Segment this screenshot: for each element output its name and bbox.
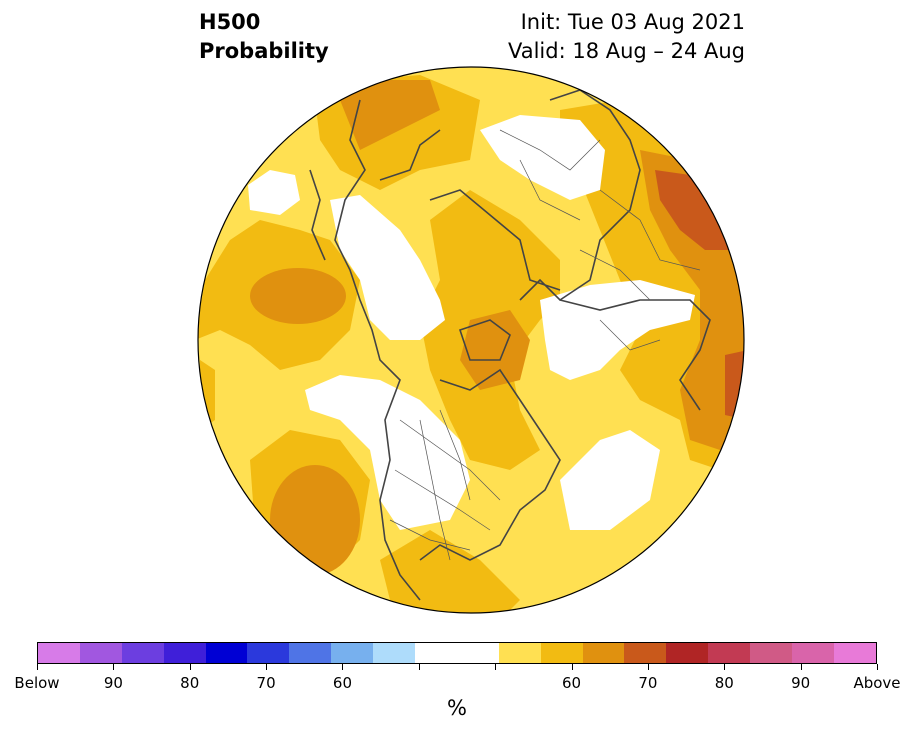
valid-date: Valid: 18 Aug – 24 Aug (507, 39, 745, 63)
colorbar-tick-label: 80 (180, 674, 200, 692)
colorbar-segment (666, 643, 709, 663)
colorbar-tick-label: 60 (561, 674, 582, 692)
colorbar-segment (289, 643, 332, 663)
colorbar-tick (571, 664, 573, 670)
political-borders (389, 129, 701, 561)
colorbar-segment (331, 643, 374, 663)
colorbar-segment (121, 643, 164, 663)
gold-area-s (380, 530, 520, 613)
colorbar-segment (498, 643, 541, 663)
colorbar-tick (113, 664, 115, 670)
neutral-area-2 (480, 115, 605, 200)
colorbar-segment (373, 643, 416, 663)
colorbar-segment (582, 643, 625, 663)
colorbar-tick-label: 60 (332, 674, 352, 692)
gold-area-far-w (200, 360, 215, 430)
orange-area-center (460, 310, 530, 390)
colorbar-segment (456, 643, 499, 663)
colorbar-tick-label: Below (14, 674, 60, 692)
colorbar-tick (342, 664, 344, 670)
variable-title: H500 (199, 10, 261, 34)
orange-area-n (340, 80, 440, 150)
neutral-area-1 (248, 170, 300, 215)
red-orange-area-e (725, 350, 744, 420)
colorbar-segment (750, 643, 793, 663)
red-orange-area-ne (655, 170, 735, 250)
colorbar-segment (38, 643, 80, 663)
colorbar-tick (418, 664, 420, 670)
neutral-area-4 (305, 375, 470, 530)
colorbar-segment (163, 643, 206, 663)
colorbar-segment (205, 643, 248, 663)
colorbar-unit: % (447, 696, 467, 720)
colorbar-segment (79, 643, 122, 663)
colorbar-tick-label: 90 (791, 674, 811, 692)
colorbar-tick (495, 664, 497, 670)
date-block: Init: Tue 03 Aug 2021 Valid: 18 Aug – 24… (508, 8, 745, 66)
colorbar-segment (247, 643, 290, 663)
coastlines (309, 89, 711, 601)
probability-map (197, 66, 745, 614)
title-block: H500 Probability (199, 8, 329, 66)
colorbar-tick (266, 664, 268, 670)
colorbar-tick (724, 664, 726, 670)
colorbar-segment (415, 643, 457, 663)
colorbar-tick (37, 664, 38, 670)
colorbar-tick (647, 664, 649, 670)
colorbar-segment (624, 643, 667, 663)
colorbar (37, 642, 877, 664)
colorbar-tick (189, 664, 191, 670)
colorbar-tick-label: 70 (256, 674, 276, 692)
colorbar-tick-label: Above (853, 674, 901, 692)
colorbar-segment (540, 643, 583, 663)
colorbar-segment (833, 643, 876, 663)
orange-area-w (250, 268, 346, 324)
colorbar-tick (877, 664, 878, 670)
probability-field (198, 67, 744, 613)
product-title: Probability (199, 39, 329, 63)
colorbar-tick (800, 664, 802, 670)
colorbar-tick-label: 80 (714, 674, 734, 692)
neutral-area-3 (330, 195, 445, 340)
colorbar-tick-label: 90 (103, 674, 123, 692)
neutral-area-6 (560, 430, 660, 530)
init-date: Init: Tue 03 Aug 2021 (520, 10, 745, 34)
colorbar-segment (792, 643, 834, 663)
colorbar-segment (708, 643, 751, 663)
orange-area-sw (270, 465, 360, 575)
globe-outline (197, 66, 745, 614)
colorbar-tick-label: 70 (638, 674, 658, 692)
